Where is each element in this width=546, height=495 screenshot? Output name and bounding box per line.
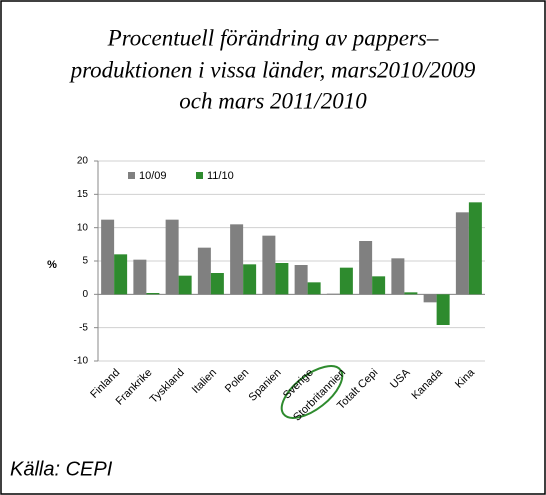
highlight-ellipse	[280, 365, 344, 419]
y-tick-label: 5	[82, 256, 88, 267]
legend-label: 10/09	[139, 170, 167, 182]
chart-title: produktionen i vissa länder, mars2010/20…	[69, 57, 476, 82]
bar	[372, 276, 386, 295]
bar	[391, 258, 405, 295]
y-tick-label: 10	[77, 222, 89, 233]
bar	[339, 267, 353, 295]
bar	[101, 219, 115, 295]
legend-swatch	[128, 172, 135, 179]
bar	[359, 241, 373, 295]
bar	[178, 275, 192, 295]
bar	[275, 263, 289, 295]
bar	[230, 224, 244, 295]
bar	[455, 212, 469, 295]
bar	[307, 282, 321, 295]
bar	[210, 273, 224, 295]
bar	[326, 293, 340, 295]
y-tick-label: 0	[82, 289, 88, 300]
y-tick-label: 20	[77, 156, 89, 167]
y-tick-label: -5	[79, 322, 88, 333]
legend-label: 11/10	[207, 170, 234, 182]
bar	[114, 254, 128, 295]
bar	[146, 293, 160, 295]
bar	[243, 264, 257, 295]
chart-title: Procentuell förändring av pappers–	[107, 25, 439, 50]
y-tick-label: -10	[74, 356, 89, 367]
legend-swatch	[196, 172, 203, 179]
bar	[436, 294, 450, 325]
bar	[294, 265, 308, 295]
bar	[262, 235, 276, 295]
y-tick-label: 15	[77, 189, 89, 200]
bar	[468, 202, 482, 295]
bar	[197, 247, 211, 295]
chart-title: och mars 2011/2010	[179, 88, 367, 113]
y-axis-label: %	[47, 259, 57, 271]
bar	[165, 219, 179, 295]
source: Källa: CEPI	[10, 458, 113, 480]
bar	[404, 292, 418, 295]
bar	[133, 259, 147, 295]
bar	[423, 294, 437, 303]
